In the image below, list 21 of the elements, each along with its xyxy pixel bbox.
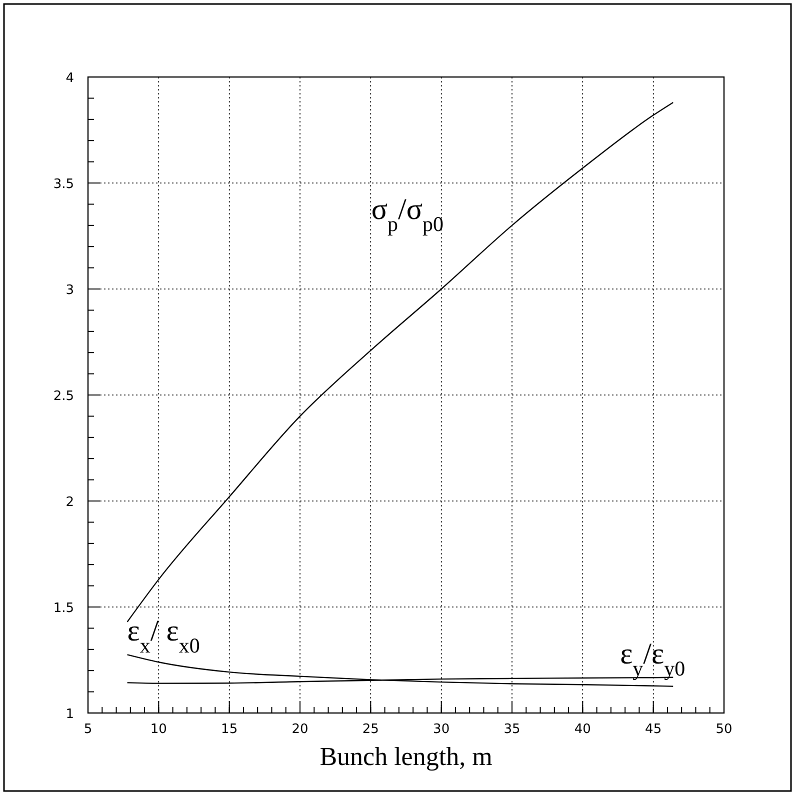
x-tick-label: 45 (645, 722, 662, 737)
x-tick-label: 10 (150, 722, 167, 737)
x-axis-title: Bunch length, m (320, 742, 492, 771)
y-tick-label: 2.5 (53, 389, 74, 404)
x-tick-label: 50 (716, 722, 732, 737)
y-tick-label: 3 (66, 283, 74, 298)
x-tick-label: 5 (84, 722, 92, 737)
y-tick-label: 2 (66, 495, 74, 510)
x-tick-label: 25 (362, 722, 379, 737)
y-tick-label: 3.5 (53, 177, 74, 192)
x-tick-label: 15 (221, 722, 238, 737)
x-tick-label: 40 (574, 722, 591, 737)
series-label: ε$_{y}$/ε$_{y0}$ (620, 637, 686, 680)
x-tick-label: 20 (292, 722, 308, 737)
y-tick-label: 1.5 (53, 601, 74, 616)
series-label: ε$_{x}$/ ε$_{x0}$ (127, 614, 200, 658)
series-label: σ$_{p}$/σ$_{p0}$ (371, 193, 444, 236)
y-tick-label: 1 (66, 707, 74, 722)
y-tick-label: 4 (66, 71, 74, 86)
x-tick-label: 35 (504, 722, 520, 737)
x-tick-label: 30 (433, 722, 450, 737)
